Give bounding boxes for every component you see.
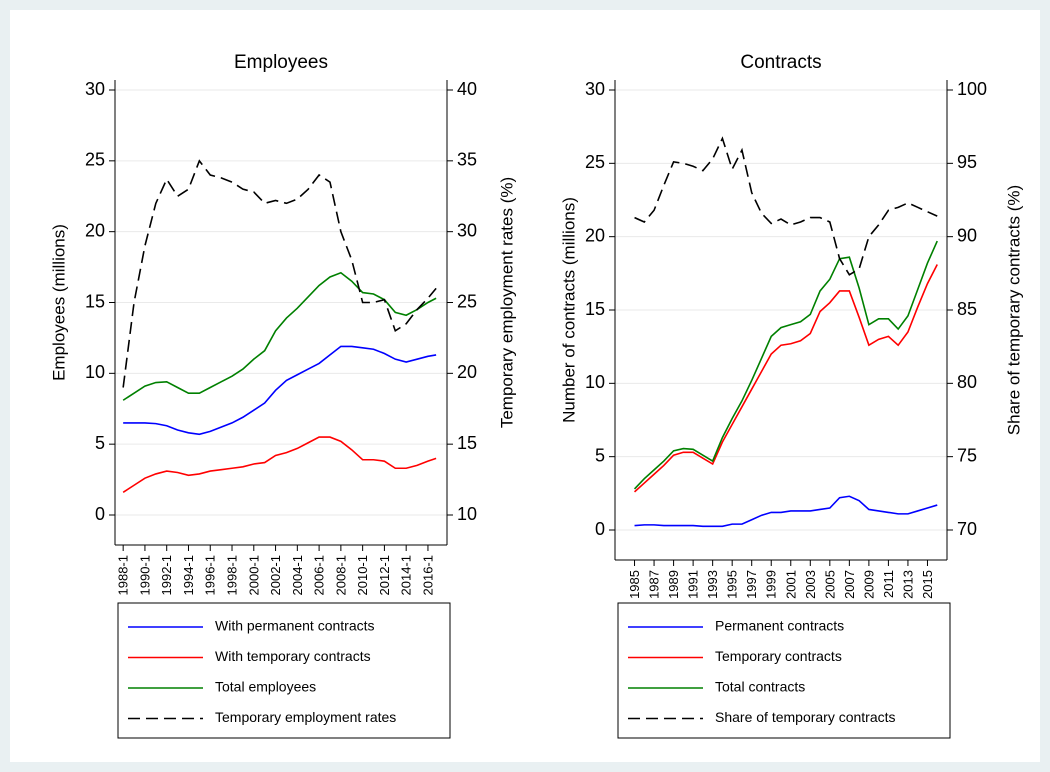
x-tick-label: 1990-1	[137, 555, 152, 595]
x-tick-label: 1999	[764, 570, 779, 599]
x-tick-label: 2004-1	[290, 555, 305, 595]
series-line	[634, 136, 938, 276]
y2-tick-label: 80	[957, 372, 977, 392]
y2-tick-label: 40	[457, 79, 477, 99]
legend-box	[617, 602, 951, 739]
y-tick-label: 0	[95, 504, 105, 524]
y-tick-label: 20	[585, 225, 605, 245]
y-tick-label: 5	[95, 433, 105, 453]
legend-label: With permanent contracts	[215, 618, 375, 634]
x-tick-label: 1994-1	[181, 555, 196, 595]
x-tick-label: 2002-1	[268, 555, 283, 595]
x-tick-label: 1987	[647, 570, 662, 599]
legend-label: With temporary contracts	[215, 648, 371, 664]
y-axis-title: Number of contracts (millions)	[559, 197, 578, 423]
legend-label: Total contracts	[715, 679, 805, 695]
x-tick-label: 2015	[920, 570, 935, 599]
x-tick-label: 2001	[783, 570, 798, 599]
y-tick-label: 30	[85, 79, 105, 99]
series-line	[633, 264, 938, 493]
y2-tick-label: 30	[457, 220, 477, 240]
x-tick-label: 2016-1	[420, 555, 435, 595]
legend-label: Temporary contracts	[715, 648, 842, 664]
legend-label: Share of temporary contracts	[715, 709, 896, 725]
x-tick-label: 1988-1	[116, 555, 131, 595]
legend-label: Permanent contracts	[715, 618, 844, 634]
x-tick-label: 2006-1	[312, 555, 327, 595]
y-tick-label: 10	[85, 362, 105, 382]
x-tick-label: 1995	[725, 570, 740, 599]
y-tick-label: 15	[585, 299, 605, 319]
y-tick-label: 5	[595, 445, 605, 465]
y-tick-label: 25	[85, 150, 105, 170]
x-tick-label: 2005	[822, 570, 837, 599]
y2-tick-label: 75	[957, 445, 977, 465]
y2-tick-label: 35	[457, 150, 477, 170]
chart-title: Employees	[234, 52, 328, 73]
y2-tick-label: 15	[457, 433, 477, 453]
x-tick-label: 2000-1	[246, 555, 261, 595]
x-tick-label: 2011	[881, 570, 896, 598]
chart-title: Contracts	[740, 52, 821, 73]
legend-box	[117, 602, 451, 739]
y2-tick-label: 95	[957, 152, 977, 172]
x-tick-label: 2009	[861, 570, 876, 599]
x-tick-label: 1998-1	[225, 555, 240, 595]
y-tick-label: 15	[85, 291, 105, 311]
legend-label: Temporary employment rates	[215, 709, 396, 725]
x-tick-label: 1991	[686, 570, 701, 599]
y-tick-label: 10	[585, 372, 605, 392]
x-tick-label: 2010-1	[355, 555, 370, 595]
y-tick-label: 0	[595, 519, 605, 539]
series-line	[122, 436, 437, 494]
x-tick-label: 1985	[627, 570, 642, 599]
y-tick-label: 25	[585, 152, 605, 172]
y-tick-label: 30	[585, 79, 605, 99]
x-tick-label: 1997	[744, 570, 759, 599]
x-tick-label: 1989	[666, 570, 681, 599]
x-tick-label: 1996-1	[203, 555, 218, 595]
y2-tick-label: 25	[457, 291, 477, 311]
y2-tick-label: 90	[957, 225, 977, 245]
series-line	[123, 345, 437, 436]
y2-axis-title: Temporary employment rates (%)	[497, 177, 516, 428]
series-line	[634, 495, 938, 528]
series-line	[122, 271, 437, 401]
x-tick-label: 2003	[803, 570, 818, 599]
y2-tick-label: 10	[457, 504, 477, 524]
x-tick-label: 1993	[705, 570, 720, 599]
x-tick-label: 2012-1	[377, 555, 392, 595]
legend-label: Total employees	[215, 679, 316, 695]
y2-axis-title: Share of temporary contracts (%)	[1004, 185, 1023, 435]
x-tick-label: 2013	[900, 570, 915, 599]
y2-tick-label: 100	[957, 79, 987, 99]
y-axis-title: Employees (millions)	[49, 224, 68, 381]
y2-tick-label: 20	[457, 362, 477, 382]
y-tick-label: 20	[85, 220, 105, 240]
y2-tick-label: 70	[957, 519, 977, 539]
x-tick-label: 1992-1	[159, 555, 174, 595]
series-line	[633, 240, 938, 490]
x-tick-label: 2007	[842, 570, 857, 599]
x-tick-label: 2008-1	[333, 555, 348, 595]
x-tick-label: 2014-1	[399, 555, 414, 595]
y2-tick-label: 85	[957, 299, 977, 319]
